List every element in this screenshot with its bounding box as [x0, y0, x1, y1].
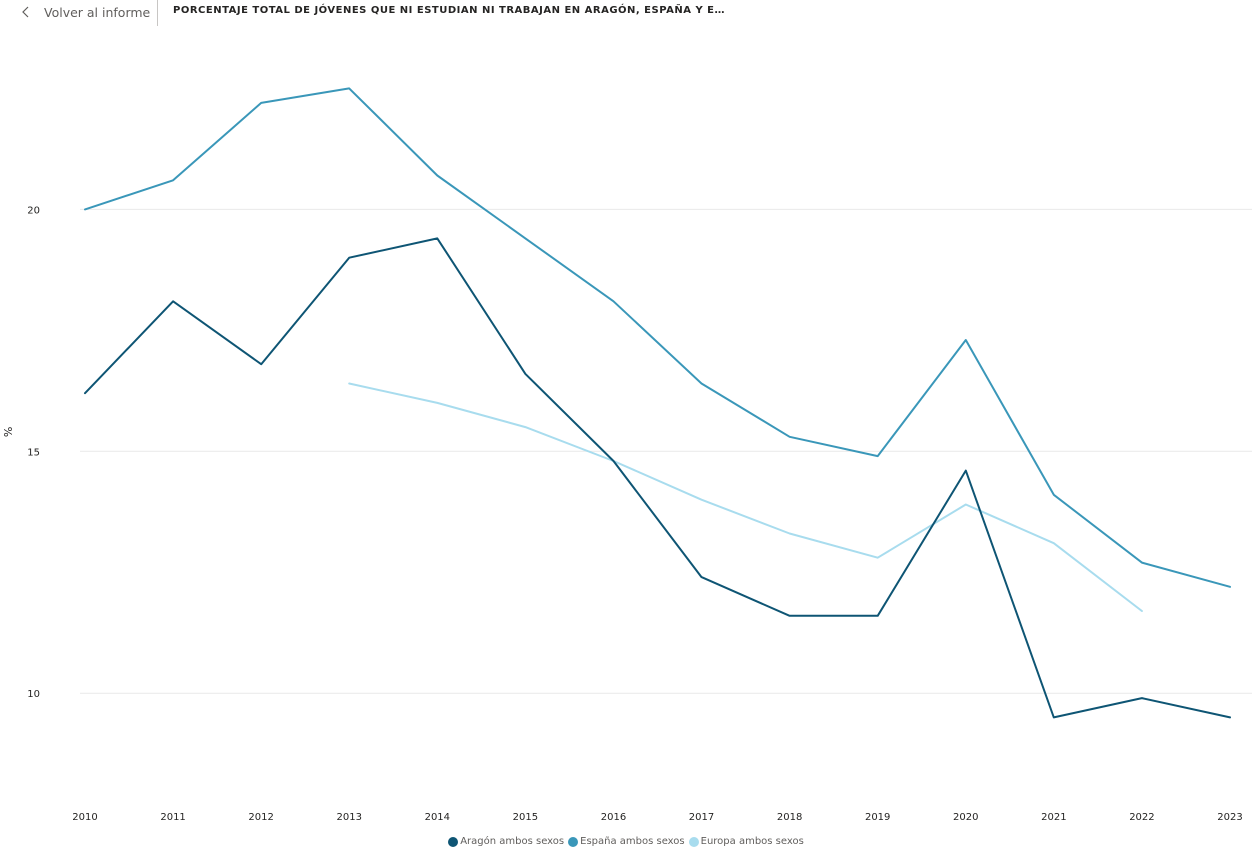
data-point-aragon-ambos-sexos[interactable] [1136, 692, 1148, 704]
data-point-aragon-ambos-sexos[interactable] [1224, 711, 1236, 723]
back-to-report-button[interactable]: Volver al informe [18, 3, 150, 21]
data-point-espana-ambos-sexos[interactable] [872, 450, 884, 462]
x-tick-label: 2012 [248, 812, 273, 823]
legend-label: España ambos sexos [580, 836, 685, 847]
data-point-espana-ambos-sexos[interactable] [1136, 557, 1148, 569]
series-line-aragon-ambos-sexos[interactable] [84, 237, 1231, 719]
data-point-aragon-ambos-sexos[interactable] [519, 368, 531, 380]
x-tick-label: 2018 [777, 812, 802, 823]
legend-label: Europa ambos sexos [700, 836, 804, 847]
x-tick-label: 2017 [689, 812, 714, 823]
series-lines [79, 82, 1236, 723]
data-point-europa-ambos-sexos[interactable] [343, 378, 355, 390]
data-point-espana-ambos-sexos[interactable] [1224, 581, 1236, 593]
legend-dot-icon [448, 836, 459, 847]
data-point-espana-ambos-sexos[interactable] [343, 82, 355, 94]
data-point-espana-ambos-sexos[interactable] [167, 174, 179, 186]
data-point-espana-ambos-sexos[interactable] [1048, 489, 1060, 501]
data-point-aragon-ambos-sexos[interactable] [79, 387, 91, 399]
data-point-espana-ambos-sexos[interactable] [607, 295, 619, 307]
series-line-europa-ambos-sexos[interactable] [348, 382, 1143, 612]
header-divider [157, 0, 158, 26]
chart-legend: Aragón ambos sexos España ambos sexos Euro… [0, 836, 1252, 847]
data-point-aragon-ambos-sexos[interactable] [872, 610, 884, 622]
legend-dot-icon [568, 836, 579, 847]
data-point-aragon-ambos-sexos[interactable] [607, 455, 619, 467]
data-point-espana-ambos-sexos[interactable] [519, 232, 531, 244]
y-tick-label: 15 [27, 447, 40, 458]
data-point-espana-ambos-sexos[interactable] [960, 334, 972, 346]
y-axis: 10 15 20 [27, 205, 40, 700]
y-tick-label: 20 [27, 205, 40, 216]
data-point-europa-ambos-sexos[interactable] [960, 499, 972, 511]
page-title: PORCENTAJE TOTAL DE JÓVENES QUE NI ESTUD… [173, 5, 726, 16]
data-point-aragon-ambos-sexos[interactable] [1048, 711, 1060, 723]
data-point-europa-ambos-sexos[interactable] [1136, 605, 1148, 617]
data-point-europa-ambos-sexos[interactable] [872, 552, 884, 564]
data-point-aragon-ambos-sexos[interactable] [784, 610, 796, 622]
chevron-left-icon [22, 6, 29, 18]
legend-item[interactable]: España ambos sexos [568, 836, 685, 847]
x-axis: 2010 2011 2012 2013 2014 2015 2016 2017 2018 2019… [72, 812, 1242, 823]
top-bar: Volver al informe PORCENTAJE TOTAL DE JÓ… [0, 0, 1252, 26]
legend-dot-icon [688, 836, 699, 847]
data-point-espana-ambos-sexos[interactable] [255, 97, 267, 109]
x-tick-label: 2010 [72, 812, 97, 823]
legend-item[interactable]: Europa ambos sexos [688, 836, 804, 847]
x-tick-label: 2014 [425, 812, 450, 823]
data-point-espana-ambos-sexos[interactable] [431, 169, 443, 181]
data-point-europa-ambos-sexos[interactable] [431, 397, 443, 409]
y-tick-label: 10 [27, 689, 40, 700]
back-to-report-label: Volver al informe [44, 4, 151, 20]
data-point-aragon-ambos-sexos[interactable] [167, 295, 179, 307]
x-tick-label: 2022 [1129, 812, 1154, 823]
x-tick-label: 2021 [1041, 812, 1066, 823]
gridlines [80, 208, 1252, 694]
data-point-aragon-ambos-sexos[interactable] [343, 252, 355, 264]
x-tick-label: 2015 [513, 812, 538, 823]
x-tick-label: 2011 [160, 812, 185, 823]
series-line-espana-ambos-sexos[interactable] [84, 87, 1231, 588]
x-tick-label: 2013 [337, 812, 362, 823]
data-point-europa-ambos-sexos[interactable] [784, 528, 796, 540]
data-point-espana-ambos-sexos[interactable] [696, 378, 708, 390]
x-tick-label: 2023 [1217, 812, 1242, 823]
data-point-aragon-ambos-sexos[interactable] [960, 465, 972, 477]
data-point-espana-ambos-sexos[interactable] [784, 431, 796, 443]
data-point-aragon-ambos-sexos[interactable] [431, 232, 443, 244]
data-point-europa-ambos-sexos[interactable] [519, 421, 531, 433]
x-tick-label: 2019 [865, 812, 890, 823]
legend-label: Aragón ambos sexos [460, 836, 565, 847]
data-point-europa-ambos-sexos[interactable] [696, 494, 708, 506]
y-axis-title: % [2, 427, 15, 437]
x-tick-label: 2020 [953, 812, 978, 823]
x-tick-label: 2016 [601, 812, 626, 823]
legend-item[interactable]: Aragón ambos sexos [448, 836, 564, 847]
data-point-aragon-ambos-sexos[interactable] [255, 358, 267, 370]
data-point-espana-ambos-sexos[interactable] [79, 203, 91, 215]
data-point-aragon-ambos-sexos[interactable] [696, 571, 708, 583]
data-point-europa-ambos-sexos[interactable] [1048, 537, 1060, 549]
